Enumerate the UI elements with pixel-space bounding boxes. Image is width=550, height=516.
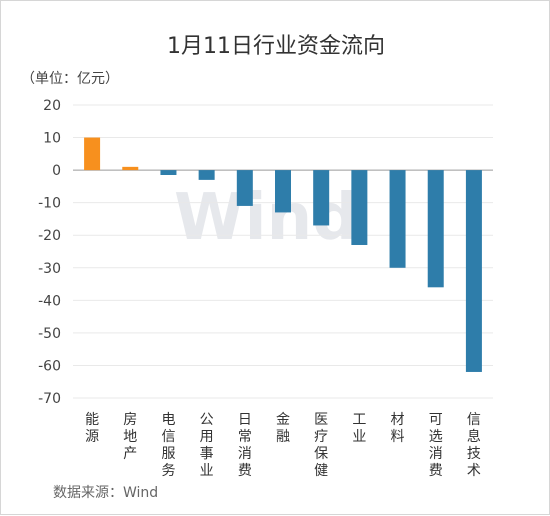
bar-7 bbox=[313, 170, 330, 226]
bar-9 bbox=[389, 170, 406, 268]
watermark: Wind bbox=[174, 181, 358, 255]
bar-3 bbox=[160, 170, 177, 175]
chart-title: 1月11日行业资金流向 bbox=[167, 34, 385, 59]
bar-2 bbox=[122, 166, 139, 171]
x-tick-label: 可选消费 bbox=[429, 412, 443, 479]
bar-8 bbox=[351, 170, 368, 245]
y-tick-label: -60 bbox=[38, 358, 61, 374]
y-tick-label: -20 bbox=[38, 228, 61, 244]
x-tick-label: 工业 bbox=[352, 412, 366, 445]
y-tick-label: -30 bbox=[38, 261, 61, 277]
y-tick-label: -50 bbox=[38, 326, 61, 342]
x-tick-label: 材料 bbox=[391, 412, 405, 445]
y-tick-label: -70 bbox=[38, 391, 61, 407]
bar-6 bbox=[275, 170, 291, 213]
bar-11 bbox=[465, 170, 482, 372]
y-tick-label: -40 bbox=[38, 293, 61, 309]
x-tick-label: 电信服务 bbox=[161, 412, 175, 479]
y-axis-ticks: 20 10 0 -10 -20 -30 -40 -50 -60 -70 bbox=[38, 98, 61, 407]
unit-label: （单位：亿元） bbox=[21, 71, 119, 87]
y-tick-label: 20 bbox=[43, 98, 61, 114]
x-tick-label: 医疗保健 bbox=[314, 412, 328, 479]
bars bbox=[84, 137, 482, 372]
x-tick-label: 房地产 bbox=[123, 412, 137, 462]
x-tick-label: 金融 bbox=[276, 412, 290, 445]
bar-1 bbox=[84, 137, 101, 171]
bar-10 bbox=[427, 170, 444, 288]
source-note: 数据来源：Wind bbox=[53, 485, 158, 501]
bar-5 bbox=[236, 170, 253, 206]
bar-4 bbox=[198, 170, 215, 180]
y-tick-label: -10 bbox=[38, 196, 61, 212]
x-tick-label: 日常消费 bbox=[238, 412, 252, 479]
x-tick-label: 信息技术 bbox=[467, 412, 481, 479]
y-tick-label: 0 bbox=[52, 163, 61, 179]
grid-lines bbox=[73, 104, 493, 399]
x-tick-label: 公用事业 bbox=[200, 412, 214, 479]
x-tick-label: 能源 bbox=[85, 412, 99, 445]
y-tick-label: 10 bbox=[43, 131, 61, 147]
